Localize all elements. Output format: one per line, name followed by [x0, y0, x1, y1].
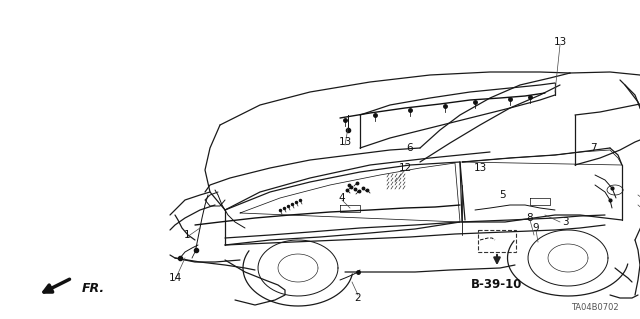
Text: 1: 1 — [184, 230, 190, 240]
Text: 6: 6 — [406, 143, 413, 153]
Bar — [478, 230, 516, 252]
Text: 4: 4 — [339, 193, 346, 203]
Text: B-39-10: B-39-10 — [471, 278, 523, 291]
Text: 13: 13 — [339, 137, 351, 147]
Text: 14: 14 — [168, 273, 182, 283]
Text: 2: 2 — [355, 293, 362, 303]
Text: FR.: FR. — [82, 281, 105, 294]
Text: 13: 13 — [554, 37, 566, 47]
Text: 5: 5 — [499, 190, 506, 200]
Text: 9: 9 — [532, 223, 540, 233]
Text: 12: 12 — [398, 163, 412, 173]
Text: 8: 8 — [527, 213, 533, 223]
Text: 7: 7 — [589, 143, 596, 153]
Text: 3: 3 — [562, 217, 568, 227]
Text: TA04B0702: TA04B0702 — [571, 303, 619, 312]
Text: 13: 13 — [474, 163, 486, 173]
